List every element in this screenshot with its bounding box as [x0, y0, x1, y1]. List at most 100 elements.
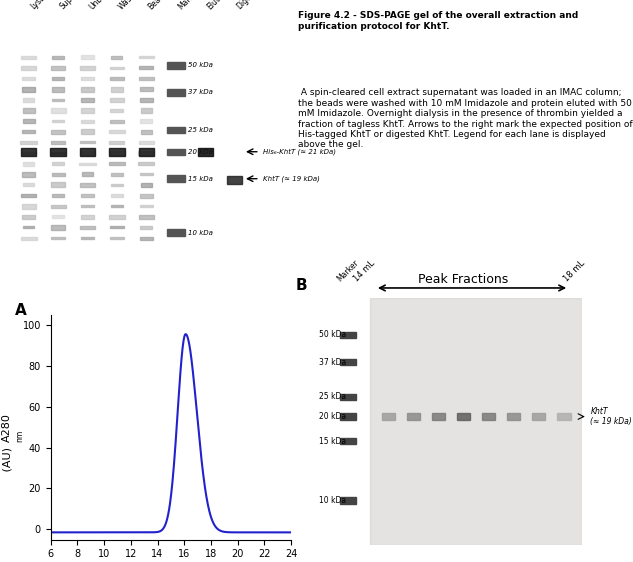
- Bar: [139, 131, 154, 133]
- Bar: [50, 108, 66, 113]
- Text: nm: nm: [15, 430, 24, 442]
- Bar: [80, 98, 96, 101]
- Bar: [141, 183, 153, 187]
- Bar: [166, 229, 185, 236]
- Bar: [341, 497, 356, 504]
- Bar: [432, 413, 445, 420]
- Bar: [23, 119, 35, 124]
- Bar: [166, 62, 185, 69]
- Bar: [21, 66, 36, 69]
- Bar: [140, 110, 153, 111]
- Text: 15 kDa: 15 kDa: [319, 437, 346, 446]
- Text: 10 kDa: 10 kDa: [319, 496, 346, 505]
- Bar: [111, 194, 123, 197]
- Bar: [80, 108, 96, 112]
- Bar: [110, 205, 124, 207]
- Bar: [23, 194, 35, 197]
- Bar: [22, 140, 35, 144]
- Bar: [82, 141, 93, 144]
- Bar: [22, 88, 36, 90]
- Bar: [50, 237, 66, 240]
- Bar: [166, 89, 185, 96]
- Bar: [22, 205, 35, 207]
- Bar: [81, 88, 94, 90]
- Text: His₆-KhtT (≈ 21 kDa): His₆-KhtT (≈ 21 kDa): [263, 148, 335, 155]
- Text: 37 kDa: 37 kDa: [319, 357, 346, 366]
- Bar: [50, 162, 66, 165]
- Bar: [51, 119, 65, 123]
- Bar: [21, 148, 36, 156]
- Bar: [81, 183, 94, 187]
- Bar: [110, 151, 124, 156]
- Bar: [22, 225, 35, 229]
- Bar: [80, 237, 95, 239]
- Text: Wash: Wash: [117, 0, 138, 11]
- Bar: [51, 67, 65, 69]
- Bar: [110, 56, 123, 58]
- Bar: [141, 119, 153, 123]
- Bar: [80, 77, 95, 80]
- Text: Beads: Beads: [146, 0, 169, 11]
- Bar: [139, 173, 154, 176]
- Bar: [110, 140, 124, 144]
- Bar: [109, 120, 125, 122]
- Bar: [507, 413, 520, 420]
- Bar: [139, 148, 154, 156]
- Bar: [341, 393, 356, 400]
- Bar: [82, 162, 93, 166]
- Bar: [110, 98, 123, 102]
- Text: B: B: [295, 278, 307, 293]
- Bar: [51, 88, 65, 90]
- Text: 15 kDa: 15 kDa: [187, 176, 213, 182]
- Text: 25 kDa: 25 kDa: [319, 392, 346, 401]
- Bar: [341, 359, 356, 365]
- Bar: [21, 215, 36, 218]
- Bar: [197, 148, 213, 156]
- Bar: [80, 151, 95, 155]
- Bar: [53, 130, 64, 134]
- Bar: [110, 67, 124, 69]
- Bar: [111, 130, 123, 134]
- Bar: [51, 216, 65, 217]
- Text: 37 kDa: 37 kDa: [187, 89, 213, 96]
- Bar: [341, 438, 356, 444]
- Bar: [109, 110, 125, 112]
- Bar: [20, 162, 37, 165]
- Bar: [110, 78, 123, 79]
- Bar: [52, 173, 65, 176]
- Bar: [139, 194, 154, 197]
- Bar: [110, 173, 123, 176]
- Text: Elution: Elution: [205, 0, 230, 11]
- Text: A: A: [15, 303, 27, 319]
- Text: A280: A280: [3, 413, 12, 442]
- Bar: [139, 205, 154, 207]
- Bar: [140, 77, 153, 80]
- Text: Marker: Marker: [335, 258, 361, 283]
- Bar: [52, 98, 64, 102]
- Bar: [532, 413, 546, 420]
- Text: 14 mL: 14 mL: [352, 259, 377, 283]
- Text: KhtT
(≈ 19 kDa): KhtT (≈ 19 kDa): [591, 407, 632, 426]
- Bar: [382, 413, 395, 420]
- Bar: [166, 148, 185, 155]
- Bar: [51, 148, 66, 156]
- Bar: [140, 87, 153, 92]
- Bar: [141, 152, 153, 155]
- Bar: [53, 56, 63, 59]
- Bar: [22, 151, 35, 155]
- Bar: [82, 66, 93, 70]
- Bar: [80, 193, 95, 198]
- Bar: [51, 183, 65, 187]
- Bar: [111, 215, 123, 219]
- Bar: [456, 413, 470, 420]
- Bar: [111, 236, 123, 240]
- Bar: [110, 88, 123, 90]
- Text: 50 kDa: 50 kDa: [319, 330, 346, 339]
- Text: KhtT (≈ 19 kDa): KhtT (≈ 19 kDa): [263, 175, 320, 182]
- Text: 18 mL: 18 mL: [562, 259, 587, 283]
- Text: Supernatant: Supernatant: [58, 0, 98, 11]
- Bar: [50, 140, 66, 144]
- Bar: [53, 151, 64, 156]
- Bar: [140, 237, 153, 239]
- Bar: [79, 130, 96, 133]
